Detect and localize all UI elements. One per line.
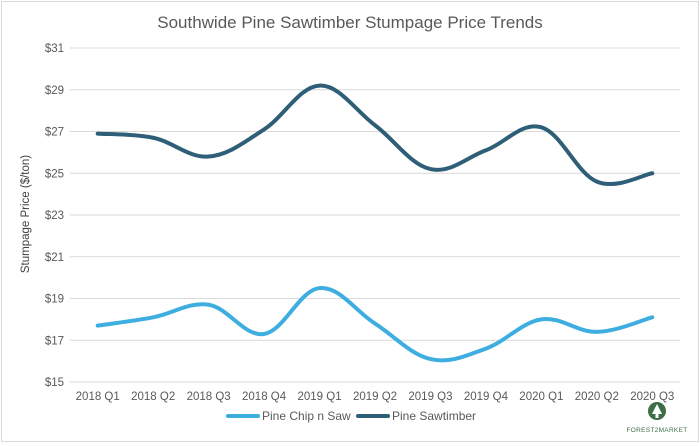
y-tick-label: $31 [45,43,64,55]
x-tick-label: 2020 Q1 [519,391,563,403]
y-axis-ticks: $15 $17 $19 $21 $23 $25 $27 $29 $31 [45,43,64,389]
legend-label: Pine Sawtimber [392,409,476,423]
line-chart: Southwide Pine Sawtimber Stumpage Price … [20,13,688,434]
series-lines [95,83,655,363]
series-line-pine-sawtimber [95,83,655,186]
legend-label: Pine Chip n Saw [262,409,351,423]
logo-text: FOREST2MARKET [627,427,688,434]
x-tick-label: 2018 Q1 [76,391,120,403]
x-tick-label: 2020 Q2 [575,391,619,403]
y-tick-label: $17 [45,335,64,347]
chart-title: Southwide Pine Sawtimber Stumpage Price … [157,13,543,32]
x-tick-label: 2018 Q4 [242,391,287,403]
y-tick-label: $21 [45,252,64,264]
series-line-pine-chip-n-saw [95,286,655,363]
y-tick-label: $19 [45,294,64,306]
x-tick-label: 2019 Q1 [297,391,341,403]
x-tick-label: 2019 Q2 [353,391,397,403]
y-tick-label: $27 [45,127,64,139]
y-tick-label: $23 [45,210,64,222]
x-axis-ticks: 2018 Q1 2018 Q2 2018 Q3 2018 Q4 2019 Q1 2019 … [76,391,675,403]
y-tick-label: $29 [45,85,64,97]
y-tick-label: $15 [45,377,64,389]
x-tick-label: 2018 Q2 [131,391,175,403]
x-tick-label: 2019 Q4 [464,391,509,403]
x-tick-label: 2018 Q3 [187,391,231,403]
legend: Pine Chip n Saw Pine Sawtimber [226,409,476,423]
y-axis-label: Stumpage Price ($/ton) [20,155,32,273]
gridlines [70,47,680,383]
y-tick-label: $25 [45,168,64,180]
x-tick-label: 2020 Q3 [630,391,674,403]
forest2market-logo: FOREST2MARKET [627,402,688,434]
x-tick-label: 2019 Q3 [408,391,452,403]
